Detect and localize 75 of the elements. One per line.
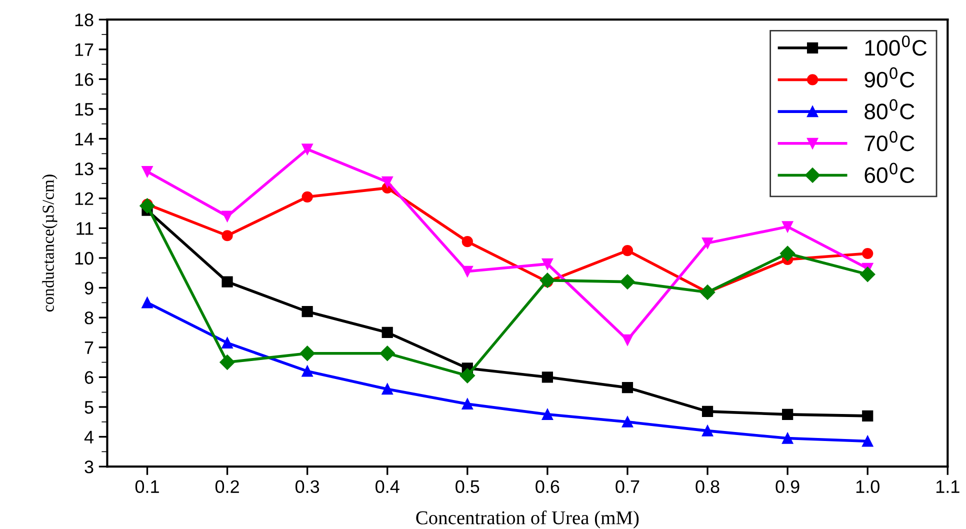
y-tick-label: 9 <box>84 282 94 294</box>
point <box>702 406 714 418</box>
legend-label: 60$^{0}$C <box>864 162 914 184</box>
y-tick-label: 7 <box>84 341 94 354</box>
point <box>782 408 794 420</box>
point <box>220 354 235 370</box>
point <box>542 372 553 383</box>
point <box>622 382 634 394</box>
point <box>300 346 315 361</box>
point <box>142 166 153 178</box>
point <box>222 230 233 242</box>
point <box>462 398 473 410</box>
x-tick-label: 0.4 <box>376 480 400 494</box>
point <box>140 198 155 214</box>
point <box>542 258 553 270</box>
point <box>622 416 634 428</box>
point <box>540 272 556 288</box>
y-tick-label: 8 <box>84 312 94 324</box>
y-tick-label: 12 <box>75 192 94 205</box>
point <box>382 384 393 395</box>
point <box>302 144 313 155</box>
x-tick-label: 1.0 <box>856 480 880 494</box>
y-tick-label: 4 <box>84 430 94 444</box>
point <box>222 210 233 222</box>
x-tick-label: 0.5 <box>456 480 480 494</box>
point <box>382 176 393 188</box>
point <box>222 337 233 348</box>
x-tick-label: 1.1 <box>936 480 960 493</box>
x-tick-label: 0.9 <box>776 480 800 494</box>
point <box>782 221 794 232</box>
legend-label: 90$^{0}$C <box>864 67 914 88</box>
point <box>302 306 313 318</box>
x-tick-label: 0.1 <box>135 480 159 494</box>
point <box>622 244 634 256</box>
y-axis-title: conductance(µS/cm) <box>42 174 58 312</box>
point <box>462 236 473 248</box>
y-tick-label: 10 <box>75 252 94 265</box>
point <box>620 274 636 290</box>
y-tick-label: 6 <box>84 371 94 384</box>
point <box>782 432 794 444</box>
x-tick-label: 0.3 <box>295 480 320 494</box>
point <box>302 366 313 377</box>
point <box>702 425 714 436</box>
legend-label: 80$^{0}$C <box>864 99 914 120</box>
x-axis-title: Concentration of Urea (mM) <box>416 510 639 528</box>
point <box>702 238 714 249</box>
point <box>380 346 395 361</box>
y-tick-label: 18 <box>75 14 94 26</box>
point <box>542 408 553 420</box>
y-tick-label: 17 <box>75 43 94 56</box>
point <box>862 436 874 447</box>
x-tick-label: 0.8 <box>696 480 720 494</box>
point <box>142 297 153 308</box>
y-tick-label: 13 <box>75 162 94 176</box>
x-tick-label: 0.7 <box>616 480 640 494</box>
y-tick-label: 15 <box>75 103 94 116</box>
point <box>862 410 874 422</box>
point <box>382 326 393 338</box>
y-tick-label: 3 <box>84 460 94 474</box>
point <box>222 276 233 288</box>
x-tick-label: 0.2 <box>215 480 239 494</box>
x-tick-label: 0.6 <box>536 480 560 494</box>
y-tick-label: 16 <box>75 73 94 86</box>
point <box>462 266 473 277</box>
y-tick-label: 14 <box>75 132 94 146</box>
legend-label: 70$^{0}$C <box>864 130 914 152</box>
point <box>622 334 634 346</box>
point <box>862 248 874 260</box>
point <box>780 246 796 262</box>
point <box>860 266 876 282</box>
legend-label: 100$^{0}$C <box>865 35 927 56</box>
point <box>460 368 475 384</box>
point <box>302 191 313 202</box>
y-tick-label: 5 <box>84 401 94 414</box>
y-tick-label: 11 <box>76 222 94 235</box>
